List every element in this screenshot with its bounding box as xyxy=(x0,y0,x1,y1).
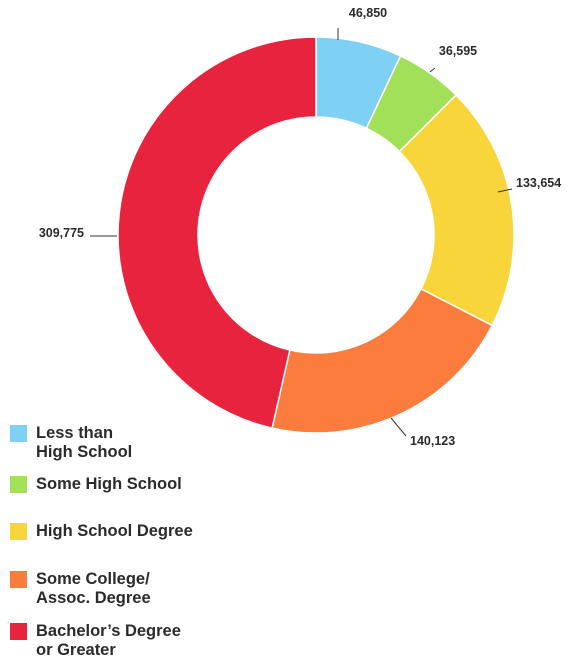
slice-value-label: 140,123 xyxy=(410,434,455,448)
legend-label: Less than High School xyxy=(36,424,132,462)
legend-label: High School Degree xyxy=(36,522,193,541)
legend-label-line: Some High School xyxy=(36,475,182,493)
legend-item: Bachelor’s Degree or Greater xyxy=(10,622,181,660)
legend-label-line: High School xyxy=(36,443,133,461)
leader-line xyxy=(390,417,407,437)
legend-label-line: Some College/ xyxy=(36,570,150,588)
legend-label-line: Less than xyxy=(36,424,114,442)
legend-item: Some High School xyxy=(10,475,182,494)
donut-slices xyxy=(117,36,515,434)
legend-label-line: or Greater xyxy=(36,641,116,659)
slice-value-label: 309,775 xyxy=(39,226,84,240)
legend-label: Some High School xyxy=(36,475,182,494)
legend-label-line: High School Degree xyxy=(36,522,193,540)
data-labels: 46,850 36,595 133,654 140,123 309,775 xyxy=(39,6,561,448)
slice-value-label: 36,595 xyxy=(439,44,477,58)
slice-value-label: 133,654 xyxy=(516,176,561,190)
legend-item: High School Degree xyxy=(10,522,193,541)
donut-slice xyxy=(117,36,317,429)
legend-swatch xyxy=(10,425,27,442)
donut-slice xyxy=(398,94,515,327)
legend-swatch xyxy=(10,476,27,493)
legend-label-line: Assoc. Degree xyxy=(36,589,151,607)
legend-label: Bachelor’s Degree or Greater xyxy=(36,622,181,660)
legend-label-line: Bachelor’s Degree xyxy=(36,622,181,640)
legend-swatch xyxy=(10,571,27,588)
legend-item: Some College/Assoc. Degree xyxy=(10,570,151,608)
leader-line xyxy=(497,188,513,193)
legend-label: Some College/Assoc. Degree xyxy=(36,570,151,608)
slice-value-label: 46,850 xyxy=(349,6,387,20)
legend-item: Less than High School xyxy=(10,424,132,462)
donut-slice xyxy=(271,287,494,434)
leader-line xyxy=(429,67,436,73)
legend-swatch xyxy=(10,623,27,640)
legend-swatch xyxy=(10,523,27,540)
